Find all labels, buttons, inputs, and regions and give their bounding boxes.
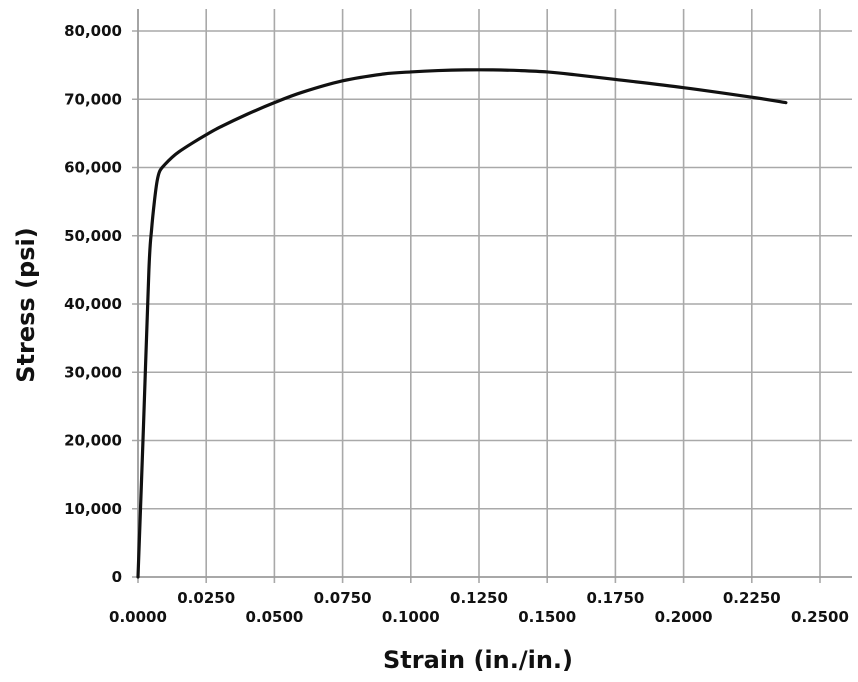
y-tick-label: 50,000 xyxy=(64,227,122,245)
series-layer xyxy=(136,68,788,579)
x-axis-title: Strain (in./in.) xyxy=(383,646,573,674)
y-tick-label: 0 xyxy=(112,568,122,586)
x-tick-label: 0.0750 xyxy=(314,589,372,607)
x-tick-label: 0.2500 xyxy=(791,608,849,626)
y-axis-title: Stress (psi) xyxy=(12,227,40,382)
y-tick-label: 10,000 xyxy=(64,500,122,518)
x-tick-label: 0.1250 xyxy=(450,589,508,607)
y-tick-label: 80,000 xyxy=(64,22,122,40)
x-tick-label: 0.1500 xyxy=(518,608,576,626)
x-tick-label: 0.0250 xyxy=(177,589,235,607)
x-tick-label: 0.0500 xyxy=(245,608,303,626)
x-tick-label: 0.1000 xyxy=(382,608,440,626)
x-tick-label: 0.2000 xyxy=(655,608,713,626)
x-tick-label: 0.2250 xyxy=(723,589,781,607)
y-tick-label: 70,000 xyxy=(64,90,122,108)
stress-strain-curve xyxy=(136,68,788,579)
axes xyxy=(137,9,852,578)
x-tick-label: 0.1750 xyxy=(586,589,644,607)
y-tick-label: 30,000 xyxy=(64,363,122,381)
y-tick-label: 20,000 xyxy=(64,432,122,450)
y-tick-label: 60,000 xyxy=(64,159,122,177)
y-tick-label: 40,000 xyxy=(64,295,122,313)
x-tick-label: 0.0000 xyxy=(109,608,167,626)
y-tick-labels: 0 10,000 20,000 30,000 40,000 50,000 60,000 70,… xyxy=(64,22,122,586)
x-tick-labels: 0.0000 0.0250 0.0500 0.0750 0.1000 0.1250 0.15… xyxy=(109,589,849,626)
